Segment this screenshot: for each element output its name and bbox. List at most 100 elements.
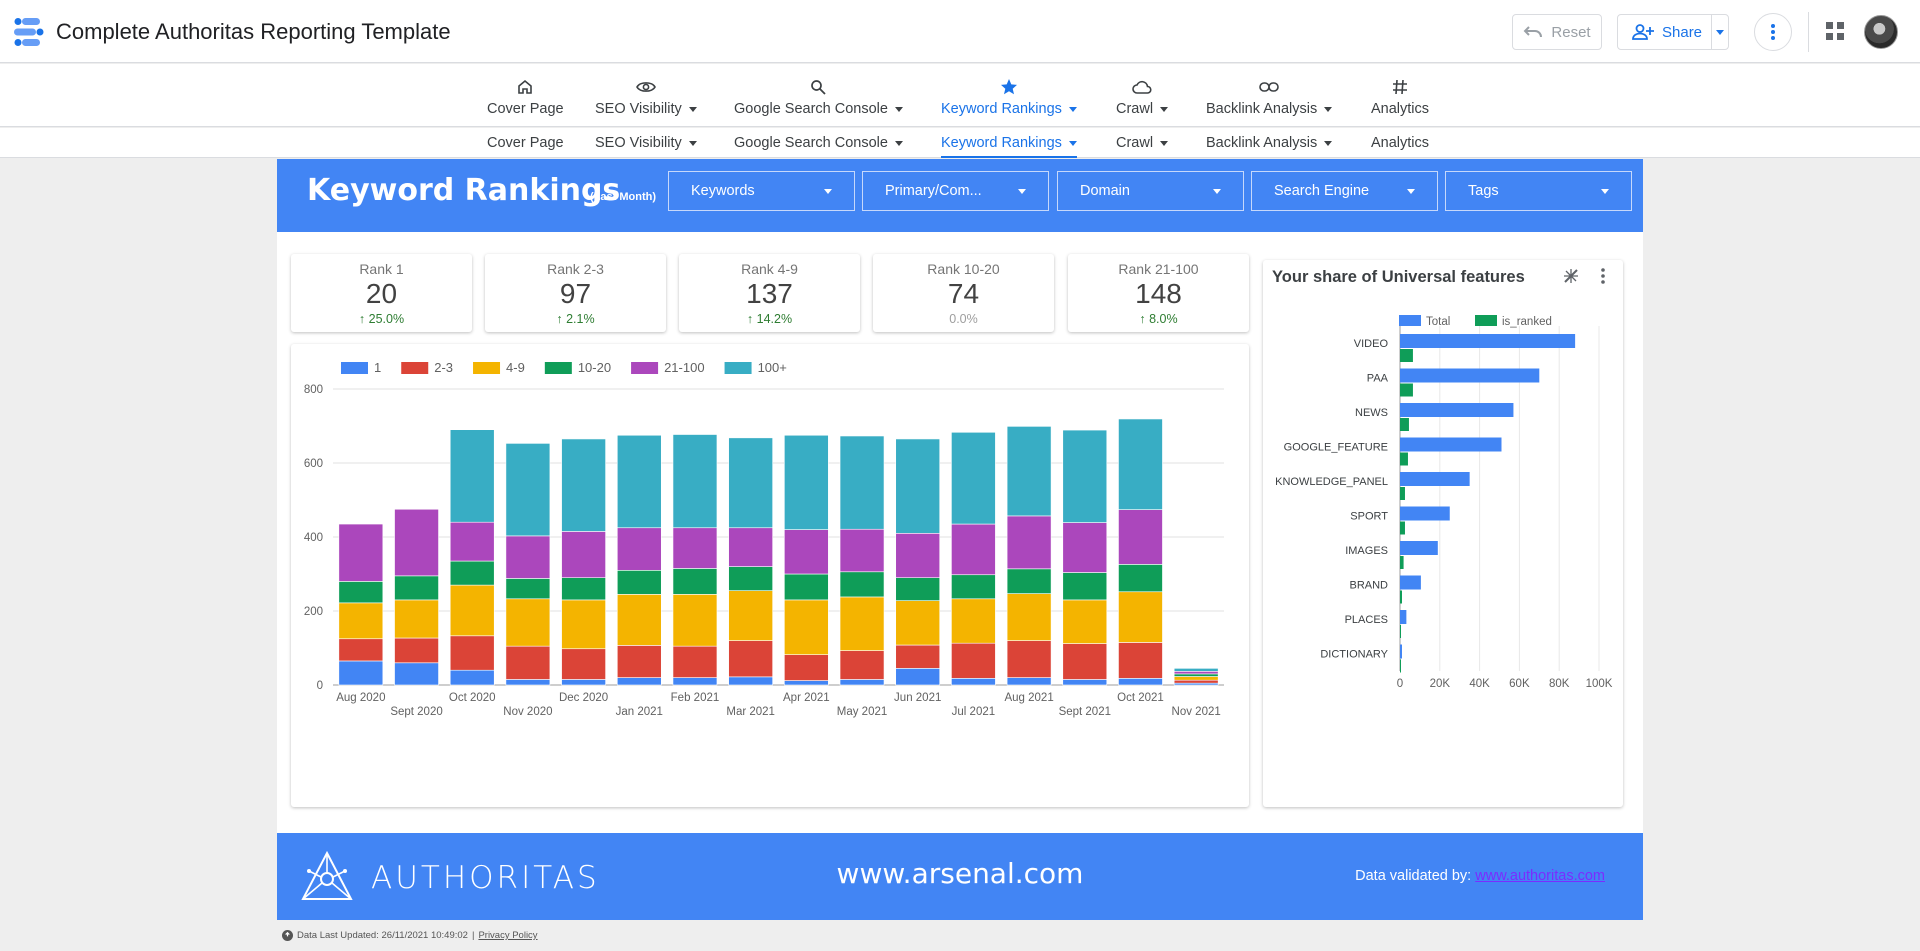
bar-segment bbox=[449, 560, 495, 586]
scorecard-rank-2-3[interactable]: Rank 2-3 97 ↑ 2.1% bbox=[485, 254, 666, 332]
nav-crawl[interactable]: Crawl bbox=[1116, 64, 1169, 127]
authoritas-link[interactable]: www.authoritas.com bbox=[1475, 868, 1605, 884]
reset-button[interactable]: Reset bbox=[1512, 14, 1602, 50]
legend-swatch bbox=[724, 362, 752, 374]
nav-label: Analytics bbox=[1371, 101, 1430, 117]
nav2-cover-page[interactable]: Cover Page bbox=[487, 135, 564, 151]
delta-value: 25.0% bbox=[368, 312, 405, 326]
report-title[interactable]: Complete Authoritas Reporting Template bbox=[56, 19, 451, 44]
nav2-seo-visibility[interactable]: SEO Visibility bbox=[595, 128, 697, 158]
more-options-button[interactable] bbox=[1754, 13, 1792, 51]
bar-segment bbox=[1118, 591, 1163, 643]
score-delta: ↑ 8.0% bbox=[1068, 312, 1249, 326]
chevron-down-icon bbox=[894, 140, 903, 146]
nav-label: Backlink Analysis bbox=[1206, 101, 1318, 117]
bar-segment bbox=[951, 678, 996, 686]
bar-segment bbox=[728, 527, 773, 567]
arrow-up-icon: ↑ bbox=[556, 312, 563, 326]
chevron-down-icon bbox=[1407, 189, 1415, 194]
category-label: PAA bbox=[1367, 373, 1389, 385]
nav2-keyword-rankings[interactable]: Keyword Rankings bbox=[941, 128, 1077, 158]
more-vert-icon[interactable] bbox=[1601, 268, 1605, 284]
share-main[interactable]: Share bbox=[1618, 15, 1712, 49]
filter-search-engine[interactable]: Search Engine bbox=[1251, 171, 1438, 211]
bar-segment bbox=[784, 434, 829, 530]
apps-grid-icon[interactable] bbox=[1826, 22, 1844, 40]
category-label: PLACES bbox=[1345, 614, 1388, 626]
filter-label: Search Engine bbox=[1274, 183, 1370, 199]
share-button[interactable]: Share bbox=[1617, 14, 1729, 50]
bar-segment bbox=[839, 596, 885, 651]
y-tick-label: 400 bbox=[304, 532, 323, 544]
category-label: VIDEO bbox=[1354, 338, 1389, 350]
nav-label: SEO Visibility bbox=[595, 101, 682, 117]
nav2-google-search-console[interactable]: Google Search Console bbox=[734, 128, 903, 158]
legend-swatch bbox=[1399, 315, 1421, 326]
nav-backlink-analysis[interactable]: Backlink Analysis bbox=[1206, 64, 1333, 127]
bar-segment bbox=[784, 529, 829, 575]
avatar[interactable] bbox=[1864, 15, 1898, 49]
x-tick-label: Jan 2021 bbox=[616, 706, 663, 718]
legend-label: Total bbox=[1426, 316, 1450, 328]
filter-domain[interactable]: Domain bbox=[1057, 171, 1244, 211]
x-tick-label: 20K bbox=[1430, 678, 1451, 690]
nav-seo-visibility[interactable]: SEO Visibility bbox=[595, 64, 697, 127]
data-studio-logo-icon[interactable] bbox=[14, 18, 44, 46]
bar-segment bbox=[951, 574, 996, 600]
search-icon bbox=[811, 80, 827, 95]
scorecard-rank-1[interactable]: Rank 1 20 ↑ 25.0% bbox=[291, 254, 472, 332]
cross-filter-icon[interactable] bbox=[1563, 268, 1579, 284]
x-tick-label: Apr 2021 bbox=[783, 692, 830, 704]
y-tick-label: 600 bbox=[304, 458, 323, 470]
page-navigation-secondary: Cover Page SEO Visibility Google Search … bbox=[0, 128, 1920, 158]
bar-total bbox=[1400, 472, 1470, 486]
scorecard-rank-21-100[interactable]: Rank 21-100 148 ↑ 8.0% bbox=[1068, 254, 1249, 332]
bar-segment bbox=[1062, 679, 1108, 686]
rankings-chart-card[interactable]: 1 2-3 4-9 10-20 21-100 100+ 0 200 400 600 800 Aug 2… bbox=[291, 344, 1249, 807]
bar-segment bbox=[895, 438, 941, 534]
nav2-backlink-analysis[interactable]: Backlink Analysis bbox=[1206, 128, 1333, 158]
nav-cover-page[interactable]: Cover Page bbox=[487, 64, 564, 127]
legend-label: 21-100 bbox=[664, 360, 704, 375]
y-tick-label: 200 bbox=[304, 606, 323, 618]
universal-features-title: Your share of Universal features bbox=[1272, 268, 1525, 286]
bar-segment bbox=[672, 677, 718, 686]
bar-segment bbox=[895, 533, 941, 579]
x-tick-label: Aug 2020 bbox=[336, 692, 385, 704]
category-label: BRAND bbox=[1349, 580, 1388, 592]
universal-features-bar-chart[interactable]: Total is_ranked 0 20K 40K 60K 80K 100K VIDEO PAA N… bbox=[1263, 260, 1623, 807]
bar-segment bbox=[561, 648, 606, 680]
bar-ranked bbox=[1400, 383, 1413, 397]
legend-swatch bbox=[1475, 315, 1497, 326]
bar-segment bbox=[1006, 593, 1052, 641]
x-tick-label: Nov 2020 bbox=[503, 706, 552, 718]
y-tick-label: 800 bbox=[304, 384, 323, 396]
nav-label: Google Search Console bbox=[734, 101, 888, 117]
filter-primary-competitor[interactable]: Primary/Com... bbox=[862, 171, 1049, 211]
chevron-down-icon bbox=[1716, 29, 1724, 35]
legend-swatch bbox=[341, 362, 368, 374]
score-value: 20 bbox=[365, 278, 398, 309]
privacy-policy-link[interactable]: Privacy Policy bbox=[478, 930, 538, 941]
scorecard-rank-10-20[interactable]: Rank 10-20 74 0.0% bbox=[873, 254, 1054, 332]
share-dropdown[interactable] bbox=[1712, 29, 1728, 35]
nav2-analytics[interactable]: Analytics bbox=[1371, 135, 1430, 151]
nav-keyword-rankings[interactable]: Keyword Rankings bbox=[941, 64, 1077, 127]
nav-analytics[interactable]: Analytics bbox=[1371, 64, 1429, 127]
filter-keywords[interactable]: Keywords bbox=[668, 171, 855, 211]
bar-segment bbox=[449, 429, 495, 523]
filter-tags[interactable]: Tags bbox=[1445, 171, 1632, 211]
bar-segment bbox=[839, 435, 885, 530]
universal-features-card[interactable]: Your share of Universal features Total is… bbox=[1263, 260, 1623, 807]
nav2-crawl[interactable]: Crawl bbox=[1116, 128, 1169, 158]
scorecard-rank-4-9[interactable]: Rank 4-9 137 ↑ 14.2% bbox=[679, 254, 860, 332]
bar-segment bbox=[561, 531, 606, 578]
rankings-stacked-bar-chart[interactable]: 1 2-3 4-9 10-20 21-100 100+ 0 200 400 600 800 Aug 2… bbox=[291, 344, 1249, 807]
arrow-up-icon: ↑ bbox=[1139, 312, 1146, 326]
bar-segment bbox=[449, 521, 495, 562]
bar-segment bbox=[616, 527, 662, 571]
score-delta: 0.0% bbox=[873, 312, 1054, 326]
share-label: Share bbox=[1662, 23, 1703, 41]
bar-segment bbox=[394, 575, 439, 601]
nav-google-search-console[interactable]: Google Search Console bbox=[734, 64, 903, 127]
